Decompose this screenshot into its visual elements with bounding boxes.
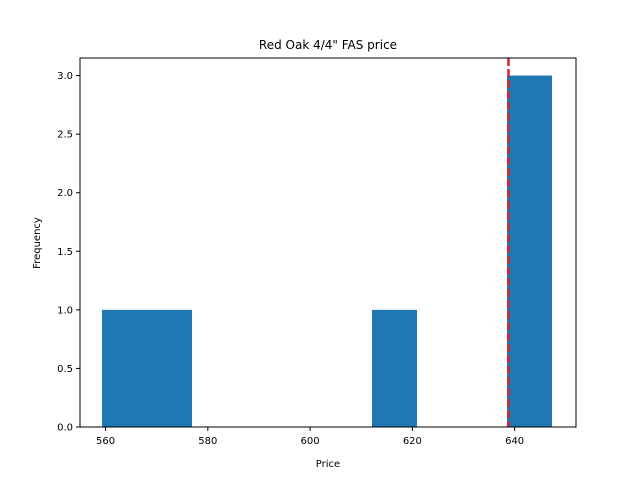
y-tick-label: 1.5 — [57, 247, 73, 258]
histogram-bar-9 — [506, 75, 552, 428]
y-tick-label: 3.0 — [57, 71, 73, 82]
histogram-bar-6 — [371, 309, 417, 427]
x-axis-ticks: 560 580 600 620 640 — [96, 427, 524, 447]
y-tick-label: 2.5 — [57, 130, 73, 141]
x-tick-label: 600 — [301, 436, 320, 447]
chart-title: Red Oak 4/4" FAS price — [259, 38, 397, 52]
histogram-bar-1 — [146, 309, 192, 427]
x-tick-label: 620 — [403, 436, 422, 447]
y-axis-label: Frequency — [32, 217, 43, 269]
x-tick-label: 640 — [505, 436, 524, 447]
x-tick-label: 560 — [96, 436, 115, 447]
y-tick-label: 1.0 — [57, 305, 73, 316]
plot-frame — [79, 57, 577, 428]
histogram-bar-0 — [101, 309, 147, 427]
x-axis-label: Price — [316, 459, 340, 470]
y-tick-label: 0.0 — [57, 423, 73, 434]
bars-layer — [101, 75, 552, 428]
x-tick-label: 580 — [198, 436, 217, 447]
y-axis-ticks: 0.0 0.5 1.0 1.5 2.0 2.5 3.0 — [57, 71, 80, 434]
y-tick-label: 0.5 — [57, 364, 73, 375]
y-tick-label: 2.0 — [57, 188, 73, 199]
